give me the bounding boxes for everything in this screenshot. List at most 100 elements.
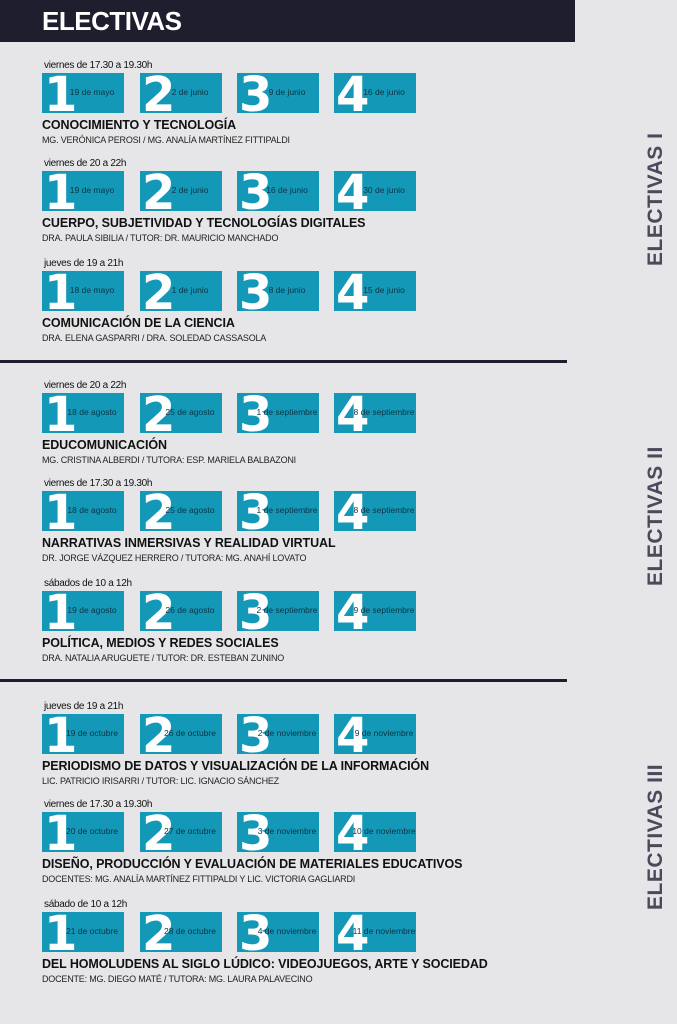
session-number: 4 <box>336 171 370 211</box>
session-number: 1 <box>44 591 78 631</box>
session-number: 2 <box>142 812 176 852</box>
session-number: 4 <box>336 591 370 631</box>
course-staff: DOCENTE: MG. DIEGO MATÉ / TUTORA: MG. LA… <box>42 974 313 984</box>
course-staff: DOCENTES: MG. ANALÍA MARTÍNEZ FITTIPALDI… <box>42 874 356 884</box>
session-date: 18 de agosto <box>67 505 117 515</box>
session-number: 4 <box>336 812 370 852</box>
session-number: 3 <box>239 812 273 852</box>
session-number: 1 <box>44 171 78 211</box>
course-schedule: viernes de 17.30 a 19.30h <box>44 60 153 71</box>
session-date: 26 de octubre <box>164 728 216 738</box>
session-date: 25 de agosto <box>165 407 215 417</box>
session-date: 2 de noviembre <box>257 728 317 738</box>
session-date: 19 de octubre <box>66 728 118 738</box>
session-number: 1 <box>44 271 78 311</box>
session-number: 1 <box>44 73 78 113</box>
session-date: 1 de septiembre <box>256 505 318 515</box>
session-number: 1 <box>44 491 78 531</box>
session-box: 1 19 de agosto <box>42 591 124 631</box>
course-block: viernes de 20 a 22h 1 19 de mayo 2 2 de juni… <box>42 158 572 254</box>
course-title: DEL HOMOLUDENS AL SIGLO LÚDICO: VIDEOJUE… <box>42 957 488 971</box>
session-date: 9 de septiembre <box>353 605 415 615</box>
session-number: 3 <box>239 491 273 531</box>
session-number: 1 <box>44 812 78 852</box>
session-date: 16 de junio <box>363 87 405 97</box>
session-number: 2 <box>142 73 176 113</box>
course-schedule: viernes de 17.30 a 19.30h <box>44 799 153 810</box>
session-date: 18 de agosto <box>67 407 117 417</box>
course-title: COMUNICACIÓN DE LA CIENCIA <box>42 316 235 330</box>
course-block: jueves de 19 a 21h 1 19 de octubre 2 26 de o… <box>42 701 572 797</box>
course-title: PERIODISMO DE DATOS Y VISUALIZACIÓN DE L… <box>42 759 430 773</box>
session-date: 1 de septiembre <box>256 407 318 417</box>
session-date: 1 de junio <box>171 285 209 295</box>
session-box: 4 10 de noviembre <box>334 812 416 852</box>
session-number: 2 <box>142 714 176 754</box>
course-block: viernes de 17.30 a 19.30h 1 20 de octubre 2… <box>42 799 572 895</box>
session-box: 3 16 de junio <box>237 171 319 211</box>
course-title: CONOCIMIENTO Y TECNOLOGÍA <box>42 118 237 132</box>
session-date: 8 de septiembre <box>353 505 415 515</box>
session-box: 4 16 de junio <box>334 73 416 113</box>
session-box: 2 26 de agosto <box>140 591 222 631</box>
group-divider <box>0 679 567 682</box>
course-schedule: sábados de 10 a 12h <box>44 578 132 589</box>
session-box: 2 28 de octubre <box>140 912 222 952</box>
session-number: 4 <box>336 73 370 113</box>
course-schedule: sábado de 10 a 12h <box>44 899 128 910</box>
session-date: 3 de noviembre <box>257 826 317 836</box>
session-number: 2 <box>142 271 176 311</box>
session-date: 8 de septiembre <box>353 407 415 417</box>
session-row: 1 21 de octubre 2 28 de octubre 3 4 de noviem… <box>42 912 442 952</box>
course-schedule: viernes de 20 a 22h <box>44 380 127 391</box>
session-box: 2 27 de octubre <box>140 812 222 852</box>
session-date: 2 de junio <box>171 185 209 195</box>
course-schedule: jueves de 19 a 21h <box>44 258 124 269</box>
course-block: viernes de 17.30 a 19.30h 1 19 de mayo 2 2 d… <box>42 60 572 156</box>
course-staff: MG. CRISTINA ALBERDI / TUTORA: ESP. MARI… <box>42 455 296 465</box>
page-header: ELECTIVAS <box>0 0 575 42</box>
session-row: 1 19 de mayo 2 2 de junio 3 16 de junio 4 30 de… <box>42 171 442 211</box>
course-schedule: viernes de 20 a 22h <box>44 158 127 169</box>
session-date: 21 de octubre <box>66 926 118 936</box>
course-title: CUERPO, SUBJETIVIDAD Y TECNOLOGÍAS DIGIT… <box>42 216 366 230</box>
course-block: jueves de 19 a 21h 1 18 de mayo 2 1 de junio… <box>42 258 572 354</box>
session-number: 2 <box>142 912 176 952</box>
session-row: 1 19 de octubre 2 26 de octubre 3 2 de noviem… <box>42 714 442 754</box>
session-box: 4 11 de noviembre <box>334 912 416 952</box>
session-number: 3 <box>239 912 273 952</box>
session-box: 2 25 de agosto <box>140 491 222 531</box>
session-row: 1 20 de octubre 2 27 de octubre 3 3 de noviem… <box>42 812 442 852</box>
session-date: 28 de octubre <box>164 926 216 936</box>
session-date: 15 de junio <box>363 285 405 295</box>
course-schedule: viernes de 17.30 a 19.30h <box>44 478 153 489</box>
session-date: 9 de junio <box>268 87 306 97</box>
session-date: 26 de agosto <box>165 605 215 615</box>
session-date: 2 de septiembre <box>256 605 318 615</box>
course-staff: MG. VERÓNICA PEROSI / MG. ANALÍA MARTÍNE… <box>42 135 290 145</box>
session-date: 2 de junio <box>171 87 209 97</box>
session-date: 11 de noviembre <box>352 926 416 936</box>
session-box: 1 18 de agosto <box>42 393 124 433</box>
session-number: 1 <box>44 393 78 433</box>
session-row: 1 19 de mayo 2 2 de junio 3 9 de junio 4 16 de … <box>42 73 442 113</box>
session-date: 8 de junio <box>268 285 306 295</box>
session-number: 4 <box>336 912 370 952</box>
session-number: 4 <box>336 714 370 754</box>
session-box: 1 21 de octubre <box>42 912 124 952</box>
course-block: sábado de 10 a 12h 1 21 de octubre 2 28 de o… <box>42 899 572 995</box>
session-date: 19 de agosto <box>67 605 117 615</box>
course-title: DISEÑO, PRODUCCIÓN Y EVALUACIÓN DE MATER… <box>42 857 463 871</box>
session-number: 2 <box>142 393 176 433</box>
session-number: 2 <box>142 491 176 531</box>
session-box: 1 20 de octubre <box>42 812 124 852</box>
page-title: ELECTIVAS <box>42 6 182 36</box>
